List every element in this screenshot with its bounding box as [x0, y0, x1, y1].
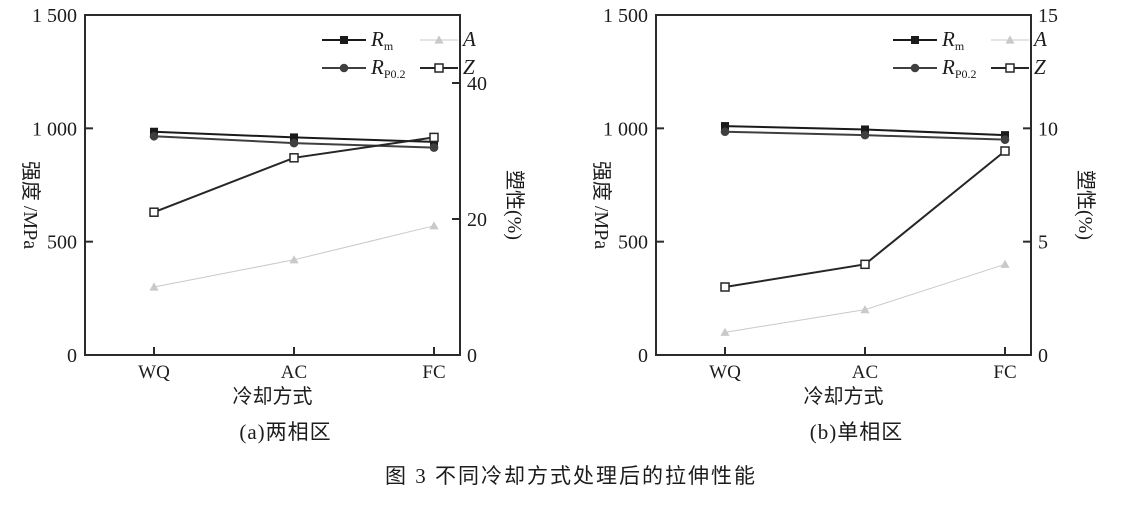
series-line-z [153, 136, 435, 214]
right-axis-tick-label: 10 [1038, 118, 1058, 140]
left-axis-tick-label: 1 500 [32, 5, 77, 27]
series-marker-rm [721, 122, 729, 131]
series-marker-z [720, 282, 730, 292]
legend-marker-a [1005, 35, 1015, 44]
left-y-axis-title: 强度 /MPa [19, 161, 42, 249]
series-marker-rp0.2 [1000, 135, 1010, 144]
legend-label-z: Z [1034, 55, 1046, 79]
series-line-a [724, 263, 1006, 333]
plot-frame [655, 14, 1032, 356]
series-marker-z [429, 132, 439, 143]
x-axis-title: 冷却方式 [233, 385, 313, 408]
series-marker-z [1000, 146, 1010, 156]
right-y-axis-title: 塑性(%) [1074, 170, 1097, 240]
legend-marker-rm [340, 36, 348, 44]
series-marker-rp0.2 [289, 138, 299, 148]
series-marker-rp0.2 [149, 131, 159, 141]
x-axis-title: 冷却方式 [804, 385, 884, 408]
series-marker-z [289, 153, 299, 163]
right-axis-tick-label: 0 [1038, 345, 1048, 367]
series-marker-rm [861, 125, 869, 134]
x-axis-tick-label: WQ [709, 362, 741, 383]
legend-label-rp0.2: RP0.2 [941, 55, 977, 81]
right-axis-tick-label: 15 [1038, 5, 1058, 27]
left-y-axis-title: 强度 /MPa [590, 161, 613, 249]
chart-b-canvas: 0 500 1 000 1 500 0 5 10 15 WQ AC FC 冷却方式 强度 /MPa 塑性(… [590, 5, 1097, 408]
series-marker-rp0.2 [720, 127, 730, 137]
left-axis-tick-label: 1 000 [32, 118, 77, 140]
legend-label-a: A [1032, 27, 1047, 51]
series-marker-a [860, 305, 870, 314]
chart-a-canvas: 0 500 1 000 1 500 0 20 40 WQ AC FC 冷却方式 强度 /MPa 塑性(%… [19, 5, 526, 408]
series-marker-a [720, 327, 730, 336]
x-axis-tick-label: FC [422, 362, 445, 383]
legend-label-z: Z [463, 55, 475, 79]
legend-marker-z [434, 63, 444, 73]
series-marker-rp0.2 [860, 130, 870, 140]
series-marker-rp0.2 [429, 143, 439, 152]
left-axis-tick-label: 500 [47, 232, 77, 254]
x-axis-tick-label: AC [281, 362, 307, 383]
series-marker-z [149, 207, 159, 217]
chart-panel-a: 0 500 1 000 1 500 0 20 40 WQ AC FC 冷却方式 强度 /MPa 塑性(%… [0, 0, 571, 446]
series-marker-a [289, 255, 299, 264]
series-marker-a [1000, 259, 1010, 268]
series-marker-rm [290, 133, 298, 142]
panel-a-caption: (a)两相区 [239, 420, 332, 444]
legend-label-rm: Rm [941, 27, 965, 53]
right-axis-tick-label: 20 [467, 209, 487, 231]
legend-marker-rp0.2 [339, 63, 349, 73]
legend-marker-rm [911, 36, 919, 44]
x-axis-tick-label: WQ [138, 362, 170, 383]
panel-b-caption: (b)单相区 [809, 420, 904, 444]
left-axis-tick-label: 1 000 [603, 118, 648, 140]
left-axis-tick-label: 0 [638, 345, 648, 367]
legend-marker-rp0.2 [910, 63, 920, 73]
plot-frame [84, 14, 461, 356]
left-axis-tick-label: 0 [67, 345, 77, 367]
chart-panels: 0 500 1 000 1 500 0 20 40 WQ AC FC 冷却方式 强度 /MPa 塑性(%… [0, 0, 1142, 446]
left-axis-tick-label: 1 500 [603, 5, 648, 27]
series-marker-rm [1001, 131, 1009, 140]
legend-marker-a [434, 35, 444, 44]
legend-label-rm: Rm [370, 27, 394, 53]
legend-label-a: A [461, 27, 476, 51]
legend-label-rp0.2: RP0.2 [370, 55, 406, 81]
right-axis-tick-label: 5 [1038, 232, 1048, 254]
series-marker-a [149, 282, 159, 291]
figure-caption: 图 3 不同冷却方式处理后的拉伸性能 [385, 464, 757, 488]
left-axis-tick-label: 500 [618, 232, 648, 254]
right-axis-tick-label: 40 [467, 73, 487, 95]
right-axis-tick-label: 0 [467, 345, 477, 367]
legend-marker-z [1005, 63, 1015, 73]
chart-panel-b: 0 500 1 000 1 500 0 5 10 15 WQ AC FC 冷却方式 强度 /MPa 塑性(… [571, 0, 1142, 446]
series-marker-rm [150, 127, 158, 136]
right-y-axis-title: 塑性(%) [503, 170, 526, 240]
series-marker-a [429, 221, 439, 230]
x-axis-tick-label: AC [852, 362, 878, 383]
x-axis-tick-label: FC [993, 362, 1016, 383]
series-marker-z [860, 259, 870, 270]
